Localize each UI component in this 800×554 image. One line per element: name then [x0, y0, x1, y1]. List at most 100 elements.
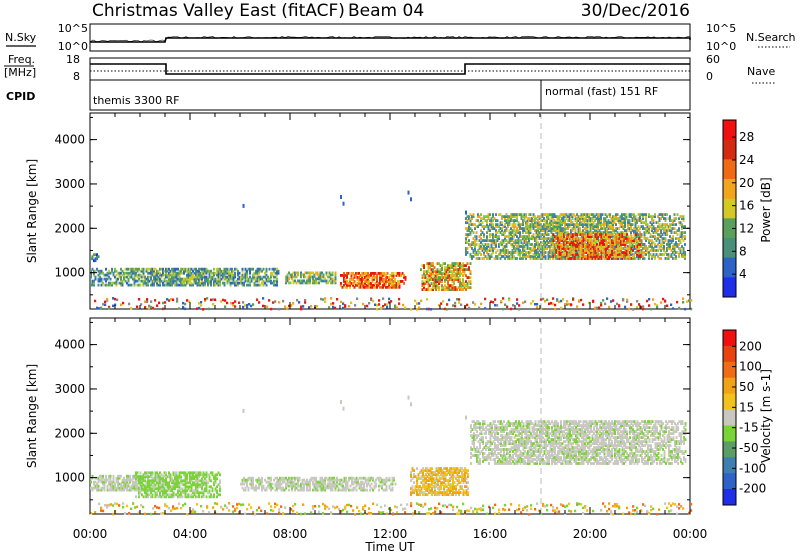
echo-pixel	[609, 235, 612, 238]
clutter-pixel	[282, 512, 285, 516]
echo-pixel	[186, 281, 188, 285]
echo-pixel	[159, 267, 161, 271]
echo-pixel	[609, 243, 611, 246]
echo-pixel	[573, 239, 575, 242]
echo-pixel	[649, 243, 652, 246]
echo-pixel	[624, 241, 627, 244]
echo-pixel	[537, 225, 539, 228]
echo-pixel	[541, 253, 544, 256]
echo-pixel	[664, 257, 667, 260]
echo-pixel	[537, 229, 539, 232]
echo-pixel	[519, 253, 521, 256]
echo-pixel	[256, 277, 259, 281]
clutter-pixel	[300, 307, 303, 311]
echo-pixel	[138, 475, 140, 479]
echo-pixel	[475, 237, 478, 240]
echo-pixel	[679, 241, 682, 244]
echo-pixel	[612, 227, 614, 230]
echo-pixel	[118, 474, 121, 478]
clutter-pixel	[200, 505, 203, 508]
echo-pixel	[232, 273, 235, 277]
echo-pixel	[606, 237, 609, 240]
echo-pixel	[355, 283, 357, 287]
echo-pixel	[550, 235, 553, 238]
echo-pixel	[121, 273, 124, 277]
echo-pixel	[165, 267, 167, 271]
echo-pixel	[94, 259, 97, 263]
echo-pixel	[108, 480, 110, 484]
echo-pixel	[108, 269, 110, 273]
echo-pixel	[538, 247, 541, 250]
echo-pixel	[531, 235, 533, 238]
echo-pixel	[261, 277, 263, 281]
echo-pixel	[145, 473, 148, 477]
echo-pixel	[529, 255, 532, 258]
echo-pixel	[508, 229, 511, 232]
isolated-echo	[407, 190, 410, 195]
echo-pixel	[670, 219, 673, 222]
echo-pixel	[90, 486, 92, 490]
echo-pixel	[585, 217, 587, 220]
clutter-pixel	[568, 509, 571, 513]
echo-pixel	[510, 213, 512, 216]
echo-pixel	[154, 279, 157, 283]
echo-pixel	[472, 249, 475, 252]
echo-pixel	[519, 257, 521, 260]
echo-pixel	[468, 227, 470, 230]
echo-pixel	[573, 257, 576, 260]
echo-pixel	[159, 471, 161, 475]
echo-pixel	[292, 275, 295, 279]
echo-pixel	[663, 245, 665, 248]
echo-pixel	[93, 279, 95, 283]
echo-pixel	[670, 229, 673, 232]
echo-pixel	[594, 251, 597, 254]
echo-pixel	[579, 217, 581, 220]
clutter-pixel	[140, 303, 143, 306]
echo-pixel	[468, 280, 470, 283]
echo-pixel	[100, 476, 103, 480]
echo-pixel	[138, 477, 140, 481]
clutter-pixel	[554, 307, 557, 311]
echo-pixel	[640, 245, 643, 248]
clutter-pixel	[560, 306, 563, 310]
clutter-pixel	[144, 300, 147, 303]
echo-pixel	[501, 239, 503, 242]
echo-pixel	[241, 269, 244, 273]
echo-pixel	[607, 219, 610, 222]
echo-pixel	[570, 247, 573, 250]
echo-pixel	[622, 225, 625, 228]
echo-pixel	[604, 217, 607, 220]
clutter-pixel	[530, 504, 533, 507]
echo-pixel	[154, 483, 157, 487]
echo-pixel	[231, 281, 233, 285]
echo-pixel	[615, 241, 618, 244]
echo-pixel	[356, 276, 359, 279]
clutter-pixel	[536, 502, 539, 505]
echo-pixel	[605, 257, 607, 260]
echo-pixel	[433, 274, 436, 277]
echo-pixel	[400, 274, 402, 277]
clutter-pixel	[414, 299, 417, 303]
echo-pixel	[546, 247, 548, 250]
echo-pixel	[561, 213, 563, 216]
echo-pixel	[649, 221, 652, 224]
echo-pixel	[600, 235, 603, 238]
echo-pixel	[135, 485, 137, 489]
echo-pixel	[403, 274, 405, 277]
echo-pixel	[606, 257, 609, 260]
echo-pixel	[91, 255, 94, 259]
echo-pixel	[610, 231, 613, 234]
echo-pixel	[554, 235, 556, 238]
echo-pixel	[590, 247, 592, 250]
echo-pixel	[538, 245, 541, 248]
echo-pixel	[547, 227, 550, 230]
echo-pixel	[262, 283, 265, 287]
echo-pixel	[285, 275, 287, 279]
echo-pixel	[624, 223, 626, 226]
echo-pixel	[300, 273, 302, 277]
echo-pixel	[147, 281, 149, 285]
echo-pixel	[438, 276, 440, 279]
clutter-pixel	[254, 513, 257, 516]
echo-pixel	[190, 273, 193, 277]
echo-pixel	[196, 281, 199, 285]
